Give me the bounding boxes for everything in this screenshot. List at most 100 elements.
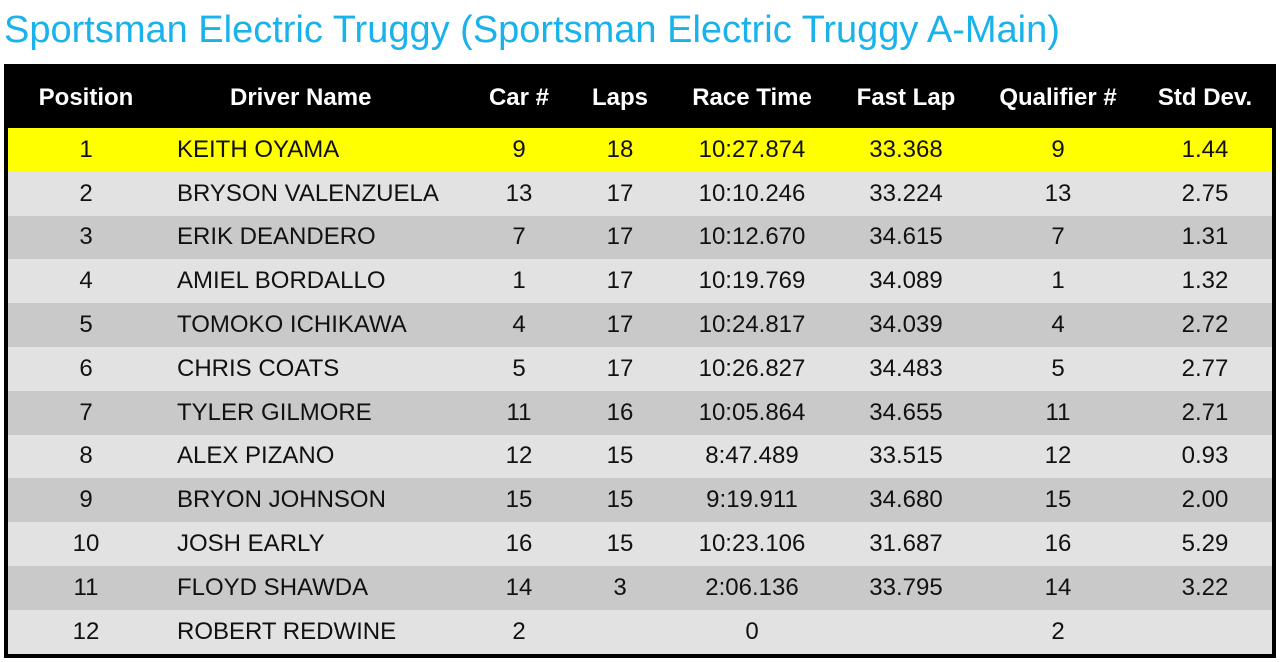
table-cell: 16 (978, 522, 1138, 566)
table-cell: TYLER GILMORE (164, 390, 468, 435)
table-cell: 33.515 (834, 434, 978, 479)
table-cell: 33.368 (834, 128, 978, 172)
column-header: Laps (570, 68, 670, 128)
table-cell: 15 (570, 478, 670, 523)
table-cell: 17 (570, 346, 670, 391)
table-cell: 1.44 (1138, 128, 1272, 172)
result-row: 2 BRYSON VALENZUELA 13 17 10:10.246 33.224 13 2… (8, 171, 1272, 216)
table-cell: 15 (570, 522, 670, 566)
table-cell: 10:27.874 (670, 128, 834, 172)
result-row: 8 ALEX PIZANO 12 15 8:47.489 33.515 12 0.93 (8, 434, 1272, 479)
table-cell: ALEX PIZANO (164, 434, 468, 479)
results-table-frame: Position Driver Name Car # Laps Race Time Fas… (4, 64, 1276, 658)
table-cell: 16 (570, 390, 670, 435)
table-cell: 4 (468, 303, 570, 347)
table-cell: JOSH EARLY (164, 522, 468, 566)
column-header: Car # (468, 68, 570, 128)
table-cell: 9:19.911 (670, 478, 834, 523)
table-cell: AMIEL BORDALLO (164, 259, 468, 304)
table-cell: 1 (978, 259, 1138, 304)
table-cell: 1 (8, 128, 164, 172)
table-cell: 15 (570, 434, 670, 479)
result-row: 1 KEITH OYAMA 9 18 10:27.874 33.368 9 1.44 (8, 128, 1272, 172)
table-cell: 0 (670, 609, 834, 654)
table-cell (570, 609, 670, 654)
table-cell: 1.31 (1138, 215, 1272, 260)
table-cell: 13 (978, 171, 1138, 216)
result-row: 10 JOSH EARLY 16 15 10:23.106 31.687 16 5.29 (8, 522, 1272, 566)
table-cell: 2 (8, 171, 164, 216)
page-title: Sportsman Electric Truggy (Sportsman Ele… (4, 9, 1060, 51)
table-cell: 10:05.864 (670, 390, 834, 435)
table-cell: 5.29 (1138, 522, 1272, 566)
table-cell: BRYON JOHNSON (164, 478, 468, 523)
table-cell: 2:06.136 (670, 565, 834, 610)
table-cell: TOMOKO ICHIKAWA (164, 303, 468, 347)
table-cell: 8 (8, 434, 164, 479)
table-cell: 3.22 (1138, 565, 1272, 610)
result-row: 7 TYLER GILMORE 11 16 10:05.864 34.655 11 2.71 (8, 390, 1272, 435)
table-cell: FLOYD SHAWDA (164, 565, 468, 610)
table-cell: 18 (570, 128, 670, 172)
table-cell: 9 (8, 478, 164, 523)
table-cell: 2.77 (1138, 346, 1272, 391)
table-cell: 34.680 (834, 478, 978, 523)
table-cell: 13 (468, 171, 570, 216)
table-cell: ERIK DEANDERO (164, 215, 468, 260)
results-table: Position Driver Name Car # Laps Race Time Fas… (8, 68, 1272, 654)
table-cell: 12 (978, 434, 1138, 479)
result-row: 4 AMIEL BORDALLO 1 17 10:19.769 34.089 1 1.32 (8, 259, 1272, 304)
table-cell: 5 (978, 346, 1138, 391)
table-cell: CHRIS COATS (164, 346, 468, 391)
table-cell: 15 (978, 478, 1138, 523)
table-cell: KEITH OYAMA (164, 128, 468, 172)
table-cell: 0.93 (1138, 434, 1272, 479)
table-cell: 12 (8, 609, 164, 654)
table-cell: BRYSON VALENZUELA (164, 171, 468, 216)
table-cell: 3 (8, 215, 164, 260)
table-cell: 5 (8, 303, 164, 347)
column-header: Race Time (670, 68, 834, 128)
table-cell: 10:19.769 (670, 259, 834, 304)
table-cell: 3 (570, 565, 670, 610)
table-cell: 7 (978, 215, 1138, 260)
column-header: Position (8, 68, 164, 128)
table-cell: 10 (8, 522, 164, 566)
table-cell: ROBERT REDWINE (164, 609, 468, 654)
table-cell: 34.039 (834, 303, 978, 347)
table-cell: 34.483 (834, 346, 978, 391)
table-cell: 10:24.817 (670, 303, 834, 347)
table-cell: 1.32 (1138, 259, 1272, 304)
table-cell: 34.089 (834, 259, 978, 304)
table-cell: 9 (978, 128, 1138, 172)
header-row: Position Driver Name Car # Laps Race Time Fas… (8, 68, 1272, 128)
table-cell: 5 (468, 346, 570, 391)
table-cell: 33.795 (834, 565, 978, 610)
column-header: Qualifier # (978, 68, 1138, 128)
table-cell: 11 (8, 565, 164, 610)
table-cell: 2.00 (1138, 478, 1272, 523)
table-cell (834, 609, 978, 654)
table-cell: 10:10.246 (670, 171, 834, 216)
column-header: Std Dev. (1138, 68, 1272, 128)
table-cell: 11 (978, 390, 1138, 435)
table-cell (1138, 609, 1272, 654)
table-cell: 6 (8, 346, 164, 391)
table-cell: 17 (570, 303, 670, 347)
table-cell: 4 (978, 303, 1138, 347)
table-cell: 34.615 (834, 215, 978, 260)
table-cell: 10:26.827 (670, 346, 834, 391)
table-cell: 11 (468, 390, 570, 435)
table-cell: 15 (468, 478, 570, 523)
table-cell: 31.687 (834, 522, 978, 566)
table-cell: 4 (8, 259, 164, 304)
table-cell: 14 (468, 565, 570, 610)
result-row: 12 ROBERT REDWINE 2 0 2 (8, 609, 1272, 654)
table-cell: 8:47.489 (670, 434, 834, 479)
table-cell: 7 (468, 215, 570, 260)
table-cell: 7 (8, 390, 164, 435)
table-cell: 1 (468, 259, 570, 304)
table-cell: 9 (468, 128, 570, 172)
table-cell: 10:12.670 (670, 215, 834, 260)
